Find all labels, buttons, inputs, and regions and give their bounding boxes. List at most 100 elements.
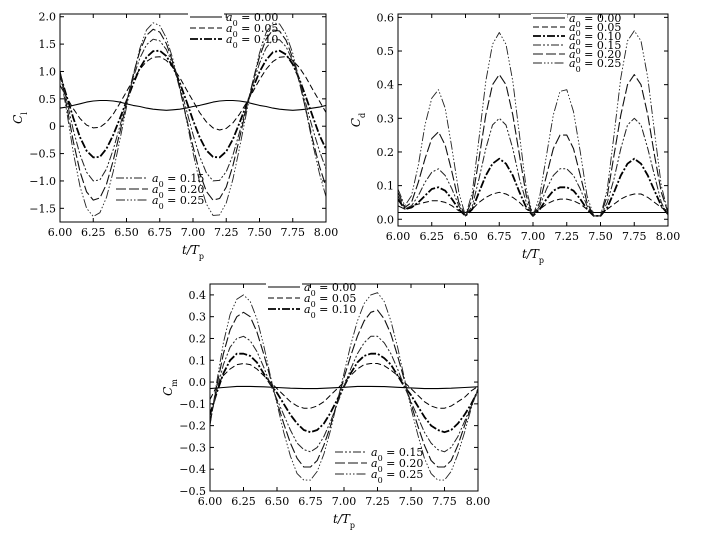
legend-entry-label: a0 = 0.20	[152, 183, 204, 200]
x-tick-label: 7.25	[555, 230, 580, 243]
legend-entry-label: a0 = 0.00	[226, 11, 278, 28]
legend-entry-label: a0 = 0.10	[569, 30, 621, 47]
y-tick-label: −0.2	[179, 420, 206, 433]
legend-entry-label: a0 = 0.25	[152, 194, 204, 211]
y-tick-label: −1.5	[29, 202, 56, 215]
y-tick-label: −1.0	[29, 175, 56, 188]
x-tick-label: 7.50	[399, 495, 424, 508]
x-tick-label: 7.00	[181, 226, 206, 239]
y-axis-label: Cl	[11, 112, 29, 124]
x-tick-label: 7.00	[521, 230, 546, 243]
legend-entry-label: a0 = 0.10	[304, 303, 356, 320]
y-tick-label: 0.3	[377, 112, 395, 125]
series-line-a0-1	[398, 191, 668, 213]
x-tick-label: 7.50	[247, 226, 272, 239]
y-tick-label: 0.5	[39, 93, 57, 106]
x-tick-label: 7.75	[432, 495, 457, 508]
x-tick-label: 6.50	[265, 495, 290, 508]
x-tick-label: 7.00	[332, 495, 357, 508]
legend-swatch-bg	[531, 23, 567, 31]
legend-entry-label: a0 = 0.20	[371, 457, 423, 474]
x-tick-label: 7.75	[281, 226, 306, 239]
y-tick-label: 0.1	[189, 354, 207, 367]
legend-entry-label: a0 = 0.00	[569, 12, 621, 29]
series-group	[398, 30, 668, 217]
y-tick-label: 0.4	[377, 79, 395, 92]
legend-entry-label: a0 = 0.15	[371, 446, 423, 463]
series-line-a0-4	[398, 74, 668, 217]
legend-entry-label: a0 = 0.10	[226, 33, 278, 50]
series-line-a0-1	[210, 363, 478, 409]
x-tick-label: 6.75	[487, 230, 512, 243]
x-tick-label: 6.75	[298, 495, 323, 508]
x-tick-label: 8.00	[466, 495, 491, 508]
y-tick-label: 0.4	[189, 289, 207, 302]
x-tick-label: 8.00	[656, 230, 681, 243]
legend-swatch-bg	[188, 24, 224, 32]
legend-entry-label: a0 = 0.20	[569, 48, 621, 65]
legend-entry-label: a0 = 0.00	[304, 281, 356, 298]
x-tick-label: 6.75	[148, 226, 173, 239]
x-axis-label: t/Tp	[182, 243, 204, 261]
legend-entry-label: a0 = 0.05	[226, 22, 278, 39]
x-tick-label: 6.25	[81, 226, 106, 239]
legend-swatch-bg	[266, 294, 302, 302]
legend-entry-label: a0 = 0.25	[569, 57, 621, 74]
y-tick-label: 0.6	[377, 11, 395, 24]
series-group	[210, 292, 478, 481]
x-tick-label: 7.75	[622, 230, 647, 243]
y-tick-label: −0.5	[29, 148, 56, 161]
x-tick-label: 8.00	[314, 226, 339, 239]
series-line-a0-2	[398, 157, 668, 217]
x-axis-label: t/Tp	[333, 512, 355, 530]
x-tick-label: 6.50	[114, 226, 139, 239]
x-tick-label: 7.25	[365, 495, 390, 508]
y-tick-label: 0.2	[189, 332, 207, 345]
x-tick-label: 6.00	[48, 226, 73, 239]
series-line-a0-3	[60, 38, 326, 182]
y-tick-label: 2.0	[39, 11, 57, 24]
series-line-a0-2	[210, 352, 478, 434]
x-tick-label: 6.25	[420, 230, 445, 243]
series-line-a0-5	[398, 30, 668, 217]
x-tick-label: 6.50	[453, 230, 478, 243]
legend-entry-label: a0 = 0.25	[371, 468, 423, 485]
legend-entry-label: a0 = 0.15	[569, 39, 621, 56]
y-tick-label: 0.1	[377, 180, 395, 193]
chart-panel-1: 6.00 6.25 6.50 6.75 7.00 7.25 7.50 7.75 8.00 −1.5…	[11, 11, 338, 261]
y-tick-label: −0.1	[179, 398, 206, 411]
series-line-a0-1	[60, 56, 326, 131]
legend-entry-label: a0 = 0.05	[569, 21, 621, 38]
series-line-a0-4	[60, 28, 326, 201]
chart-panel-3: 6.00 6.25 6.50 6.75 7.00 7.25 7.50 7.75 8.00 −0.5…	[161, 281, 490, 530]
series-line-a0-2	[60, 49, 326, 159]
y-tick-label: 1.0	[39, 65, 57, 78]
x-tick-label: 6.00	[386, 230, 411, 243]
y-tick-label: 0.0	[377, 213, 395, 226]
series-line-a0-3	[210, 335, 478, 453]
x-tick-label: 7.25	[214, 226, 239, 239]
series-line-a0-0	[60, 99, 326, 111]
y-tick-label: 0	[49, 120, 56, 133]
legend-entry-label: a0 = 0.15	[152, 172, 204, 189]
y-tick-label: 0.2	[377, 146, 395, 159]
series-group	[60, 22, 326, 217]
y-tick-label: 0.3	[189, 311, 207, 324]
series-line-a0-3	[398, 117, 668, 217]
series-line-a0-4	[210, 309, 478, 468]
x-tick-label: 7.50	[588, 230, 613, 243]
y-tick-label: 0.5	[377, 45, 395, 58]
y-tick-label: −0.4	[179, 463, 206, 476]
y-axis-label: Cm	[161, 379, 179, 396]
series-line-a0-5	[60, 22, 326, 217]
y-tick-label: −0.5	[179, 485, 206, 498]
y-tick-label: −0.3	[179, 441, 206, 454]
y-tick-label: 0.0	[189, 376, 207, 389]
series-line-a0-5	[210, 292, 478, 481]
